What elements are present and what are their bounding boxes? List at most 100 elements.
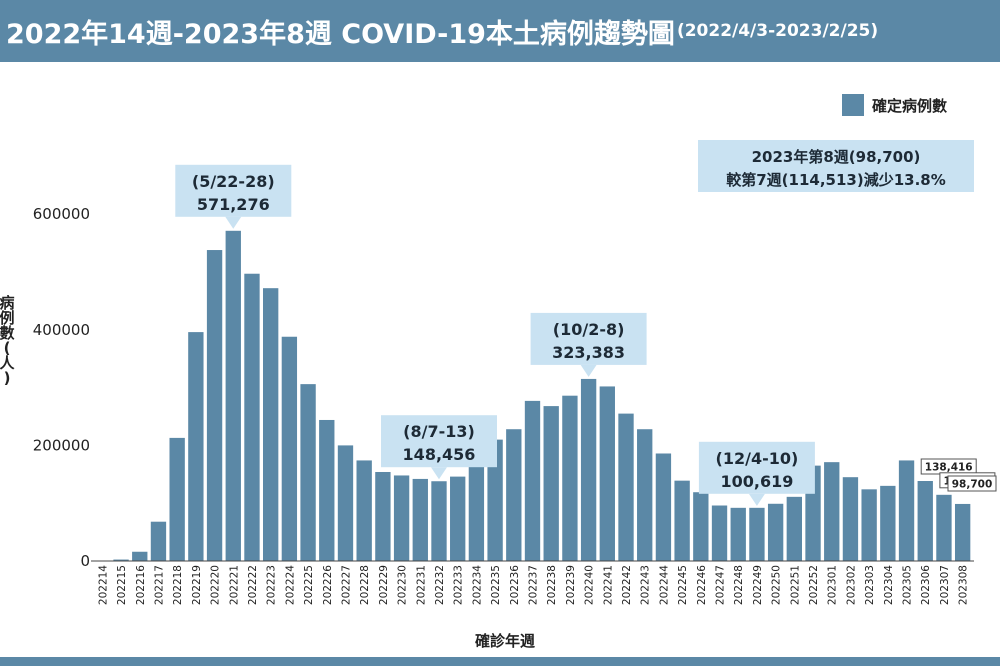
x-tick-label: 202305	[902, 565, 914, 605]
bars	[94, 230, 971, 562]
callout-period: (5/22-28)	[192, 172, 275, 191]
summary-note: 2023年第8週(98,700) 較第7週(114,513)減少13.8%	[698, 140, 974, 192]
bar-202225	[300, 384, 316, 561]
x-tick-label: 202307	[939, 565, 951, 605]
bar-202250	[767, 503, 784, 561]
x-tick-label: 202228	[359, 565, 371, 605]
summary-note-line2: 較第7週(114,513)減少13.8%	[726, 171, 946, 189]
bar-202243	[637, 429, 653, 561]
legend-label: 確定病例數	[871, 97, 947, 115]
bar-202222	[244, 273, 260, 561]
title-bar: 2022年14週-2023年8週 COVID-19本土病例趨勢圖 (2022/4…	[0, 0, 1000, 62]
x-tick-label: 202243	[640, 565, 652, 605]
x-tick-label: 202238	[546, 565, 558, 605]
bar-202308	[954, 503, 971, 561]
bar-202236	[506, 429, 522, 561]
x-tick-label: 202232	[434, 565, 446, 605]
x-tick-label: 202241	[602, 565, 614, 605]
x-tick-label: 202304	[883, 565, 895, 605]
x-axis-title: 確診年週	[474, 632, 535, 650]
bar-202219	[188, 332, 204, 561]
bar-202216	[132, 551, 148, 561]
x-tick-label: 202224	[284, 565, 296, 605]
x-tick-label: 202245	[677, 565, 689, 605]
callout-value: 148,456	[403, 445, 476, 464]
x-tick-label: 202303	[864, 565, 876, 605]
bar-202305	[898, 460, 915, 561]
callout-period: (10/2-8)	[553, 320, 625, 339]
bar-202234	[468, 463, 485, 561]
bar-202223	[263, 288, 279, 561]
y-axis-title-text: 病例數(人)	[0, 294, 15, 387]
bar-202218	[169, 437, 185, 561]
callout-pointer	[580, 364, 597, 377]
x-tick-label: 202227	[340, 565, 352, 605]
bar-202246	[693, 492, 709, 561]
callout-202240: (10/2-8) 323,383	[530, 312, 647, 377]
x-tick-label: 202240	[584, 565, 596, 605]
bar-202304	[880, 485, 896, 561]
bar-202221	[225, 230, 241, 562]
x-tick-label: 202223	[266, 565, 278, 605]
callouts: (5/22-28) 571,276 (8/7-13) 148,456 (10/2-8) 3…	[175, 164, 815, 506]
x-tick-label: 202302	[845, 565, 857, 605]
y-tick-label: 0	[80, 552, 90, 570]
y-tick-label: 400000	[33, 321, 90, 339]
legend-swatch	[842, 94, 864, 116]
bar-202229	[375, 471, 391, 561]
bar-202306	[917, 481, 933, 561]
x-axis-ticks: 202214 202215 202216 202217 202218 202219 2022…	[97, 565, 969, 605]
x-tick-label: 202226	[322, 565, 334, 605]
bar-202217	[150, 521, 167, 561]
callout-box	[530, 312, 647, 365]
x-tick-label: 202249	[752, 565, 764, 605]
bar-202241	[599, 386, 615, 561]
y-axis-title: 病例數(人)	[0, 294, 15, 387]
x-tick-label: 202220	[210, 565, 222, 605]
x-tick-label: 202214	[97, 565, 109, 605]
x-tick-label: 202248	[733, 565, 745, 605]
x-tick-label: 202229	[378, 565, 390, 605]
x-tick-label: 202216	[135, 565, 147, 605]
callout-period: (12/4-10)	[716, 449, 799, 468]
x-tick-label: 202301	[827, 565, 839, 605]
x-tick-label: 202239	[565, 565, 577, 605]
x-tick-label: 202306	[920, 565, 932, 605]
bar-202228	[356, 460, 372, 561]
callout-box	[698, 441, 815, 494]
callout-value: 323,383	[552, 343, 625, 362]
x-tick-label: 202225	[303, 565, 315, 605]
bar-202215	[113, 559, 129, 561]
bar-202224	[281, 336, 298, 561]
x-tick-label: 202233	[453, 565, 465, 605]
x-tick-label: 202308	[958, 565, 970, 605]
bar-202301	[824, 462, 840, 561]
callout-pointer	[430, 467, 447, 480]
bar-202238	[543, 406, 559, 561]
x-tick-label: 202231	[415, 565, 427, 605]
callout-period: (8/7-13)	[403, 422, 475, 441]
x-tick-label: 202234	[471, 565, 483, 605]
bar-202239	[562, 395, 578, 561]
bar-202232	[431, 481, 447, 561]
x-tick-label: 202247	[715, 565, 727, 605]
y-axis-ticks: 0 200000 400000 600000	[33, 205, 90, 570]
x-tick-label: 202244	[658, 565, 670, 605]
bar-202303	[861, 489, 877, 561]
callout-202232: (8/7-13) 148,456	[381, 415, 497, 480]
callout-pointer	[748, 493, 765, 506]
summary-note-box	[698, 140, 974, 192]
callout-pointer	[225, 216, 242, 229]
value-label-text: 138,416	[925, 462, 973, 474]
x-tick-label: 202246	[696, 565, 708, 605]
bar-202235	[487, 439, 503, 561]
bar-202244	[655, 453, 672, 561]
callout-202249: (12/4-10) 100,619	[698, 441, 815, 506]
bar-202240	[580, 378, 597, 561]
bar-202307	[936, 494, 952, 561]
summary-note-line1: 2023年第8週(98,700)	[752, 148, 921, 166]
bar-202245	[674, 480, 690, 561]
bar-202237	[524, 400, 541, 561]
x-tick-label: 202221	[228, 565, 240, 605]
bar-202249	[749, 507, 765, 561]
